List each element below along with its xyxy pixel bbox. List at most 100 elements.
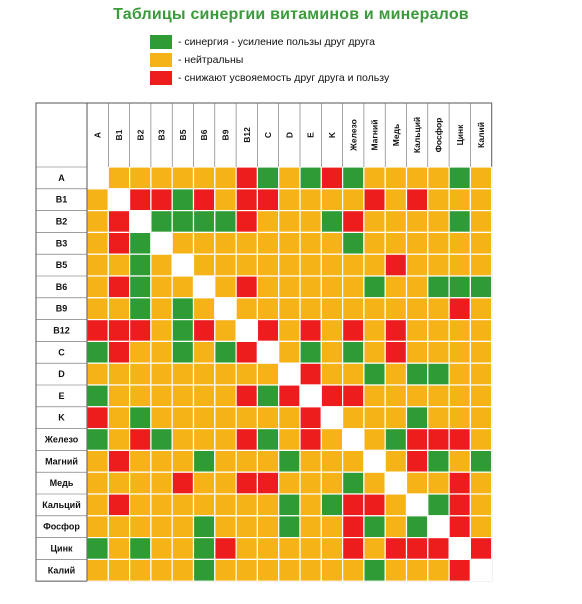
matrix-cell: [363, 340, 386, 364]
chart-title: Таблицы синергии витаминов и минералов: [113, 6, 469, 23]
matrix-cell: [256, 319, 280, 343]
matrix-cell: [86, 493, 109, 517]
matrix-cell: [150, 297, 173, 321]
matrix-cell: [129, 231, 152, 255]
matrix-cell: [171, 253, 195, 277]
matrix-cell: [299, 188, 322, 212]
matrix-cell: [192, 340, 216, 364]
matrix-cell: [214, 406, 237, 430]
matrix-cell: [448, 166, 472, 190]
matrix-cell: [427, 231, 450, 255]
matrix-cell: [192, 406, 216, 430]
matrix-cell: [171, 384, 195, 408]
legend-label: - снижают усвояемость друг друга и польз…: [178, 72, 390, 84]
row-header-label: Медь: [50, 478, 74, 488]
matrix-cell: [405, 471, 429, 495]
matrix-cell: [150, 362, 173, 386]
matrix-cell: [86, 449, 109, 473]
matrix-cell: [448, 558, 472, 582]
row-header-label: Цинк: [50, 544, 73, 554]
matrix-cell: [214, 558, 237, 582]
legend-item-synergy: - синергия - усиление пользы друг друга: [150, 34, 389, 50]
matrix-cell: [427, 515, 450, 539]
matrix-cell: [299, 231, 322, 255]
matrix-cell: [129, 210, 152, 234]
column-header-label: D: [284, 132, 294, 138]
matrix-cell: [129, 297, 152, 321]
row-header-label: B3: [56, 238, 68, 248]
matrix-cell: [107, 297, 131, 321]
matrix-cell: [86, 166, 109, 190]
matrix-cell: [171, 406, 195, 430]
matrix-cell: [235, 275, 259, 299]
matrix-cell: [235, 188, 259, 212]
matrix-cell: [86, 471, 109, 495]
matrix-cell: [384, 515, 408, 539]
matrix-cell: [363, 231, 386, 255]
matrix-cell: [469, 384, 493, 408]
matrix-cell: [320, 536, 344, 560]
matrix-cell: [278, 319, 301, 343]
matrix-cell: [192, 536, 216, 560]
matrix-cell: [363, 428, 386, 452]
matrix-cell: [150, 536, 173, 560]
matrix-cell: [427, 166, 450, 190]
matrix-cell: [405, 297, 429, 321]
matrix-cell: [448, 253, 472, 277]
matrix-cell: [150, 340, 173, 364]
matrix-cell: [278, 449, 301, 473]
matrix-cell: [427, 428, 450, 452]
matrix-cell: [171, 558, 195, 582]
matrix-cell: [107, 384, 131, 408]
matrix-cell: [214, 471, 237, 495]
matrix-cell: [235, 428, 259, 452]
matrix-cell: [448, 319, 472, 343]
matrix-cell: [150, 231, 173, 255]
matrix-cell: [363, 275, 386, 299]
matrix-cell: [107, 188, 131, 212]
row-header-label: Магний: [45, 456, 78, 466]
matrix-cell: [278, 515, 301, 539]
matrix-cell: [342, 536, 365, 560]
matrix-cell: [427, 493, 450, 517]
matrix-cell: [384, 253, 408, 277]
matrix-cell: [320, 449, 344, 473]
matrix-cell: [192, 428, 216, 452]
matrix-cell: [469, 319, 493, 343]
matrix-cell: [171, 449, 195, 473]
matrix-cell: [299, 515, 322, 539]
matrix-cell: [214, 449, 237, 473]
matrix-cell: [405, 275, 429, 299]
matrix-cell: [171, 340, 195, 364]
matrix-cell: [192, 210, 216, 234]
matrix-cell: [214, 515, 237, 539]
matrix-cell: [129, 558, 152, 582]
matrix-cell: [299, 275, 322, 299]
matrix-cell: [107, 166, 131, 190]
matrix-cell: [150, 515, 173, 539]
matrix-cell: [427, 297, 450, 321]
matrix-cell: [448, 536, 472, 560]
matrix-cell: [171, 362, 195, 386]
matrix-cell: [363, 297, 386, 321]
column-header-label: C: [263, 132, 273, 138]
matrix-cell: [171, 231, 195, 255]
matrix-cell: [192, 558, 216, 582]
matrix-cell: [427, 406, 450, 430]
matrix-cell: [384, 536, 408, 560]
matrix-cell: [278, 493, 301, 517]
matrix-cell: [469, 253, 493, 277]
matrix-cell: [299, 471, 322, 495]
matrix-cell: [278, 428, 301, 452]
matrix-cell: [86, 231, 109, 255]
matrix-cell: [171, 493, 195, 517]
row-header-label: K: [58, 413, 65, 423]
column-header-label: Калий: [476, 122, 486, 148]
matrix-cell: [384, 471, 408, 495]
matrix-cell: [129, 515, 152, 539]
matrix-cell: [469, 210, 493, 234]
matrix-cell: [192, 384, 216, 408]
matrix-cell: [278, 384, 301, 408]
matrix-cell: [448, 340, 472, 364]
matrix-cell: [405, 493, 429, 517]
